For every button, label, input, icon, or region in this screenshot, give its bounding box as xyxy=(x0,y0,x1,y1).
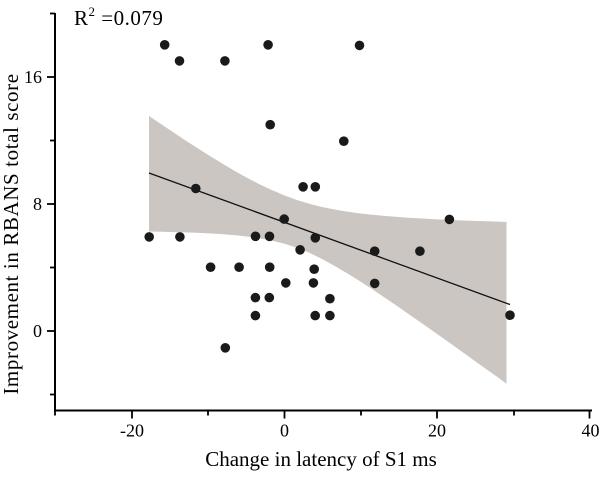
svg-text:Improvement in RBANS total sco: Improvement in RBANS total score xyxy=(0,73,23,394)
svg-text:-20: -20 xyxy=(120,421,144,441)
svg-text:0: 0 xyxy=(280,421,289,441)
svg-text:Change in latency of S1 ms: Change in latency of S1 ms xyxy=(205,447,437,471)
svg-text:20: 20 xyxy=(428,421,446,441)
svg-text:0: 0 xyxy=(33,321,42,341)
svg-text:16: 16 xyxy=(24,67,42,87)
svg-text:8: 8 xyxy=(33,194,42,214)
svg-text:R2 =0.079: R2 =0.079 xyxy=(74,4,163,30)
svg-text:40: 40 xyxy=(582,421,600,441)
